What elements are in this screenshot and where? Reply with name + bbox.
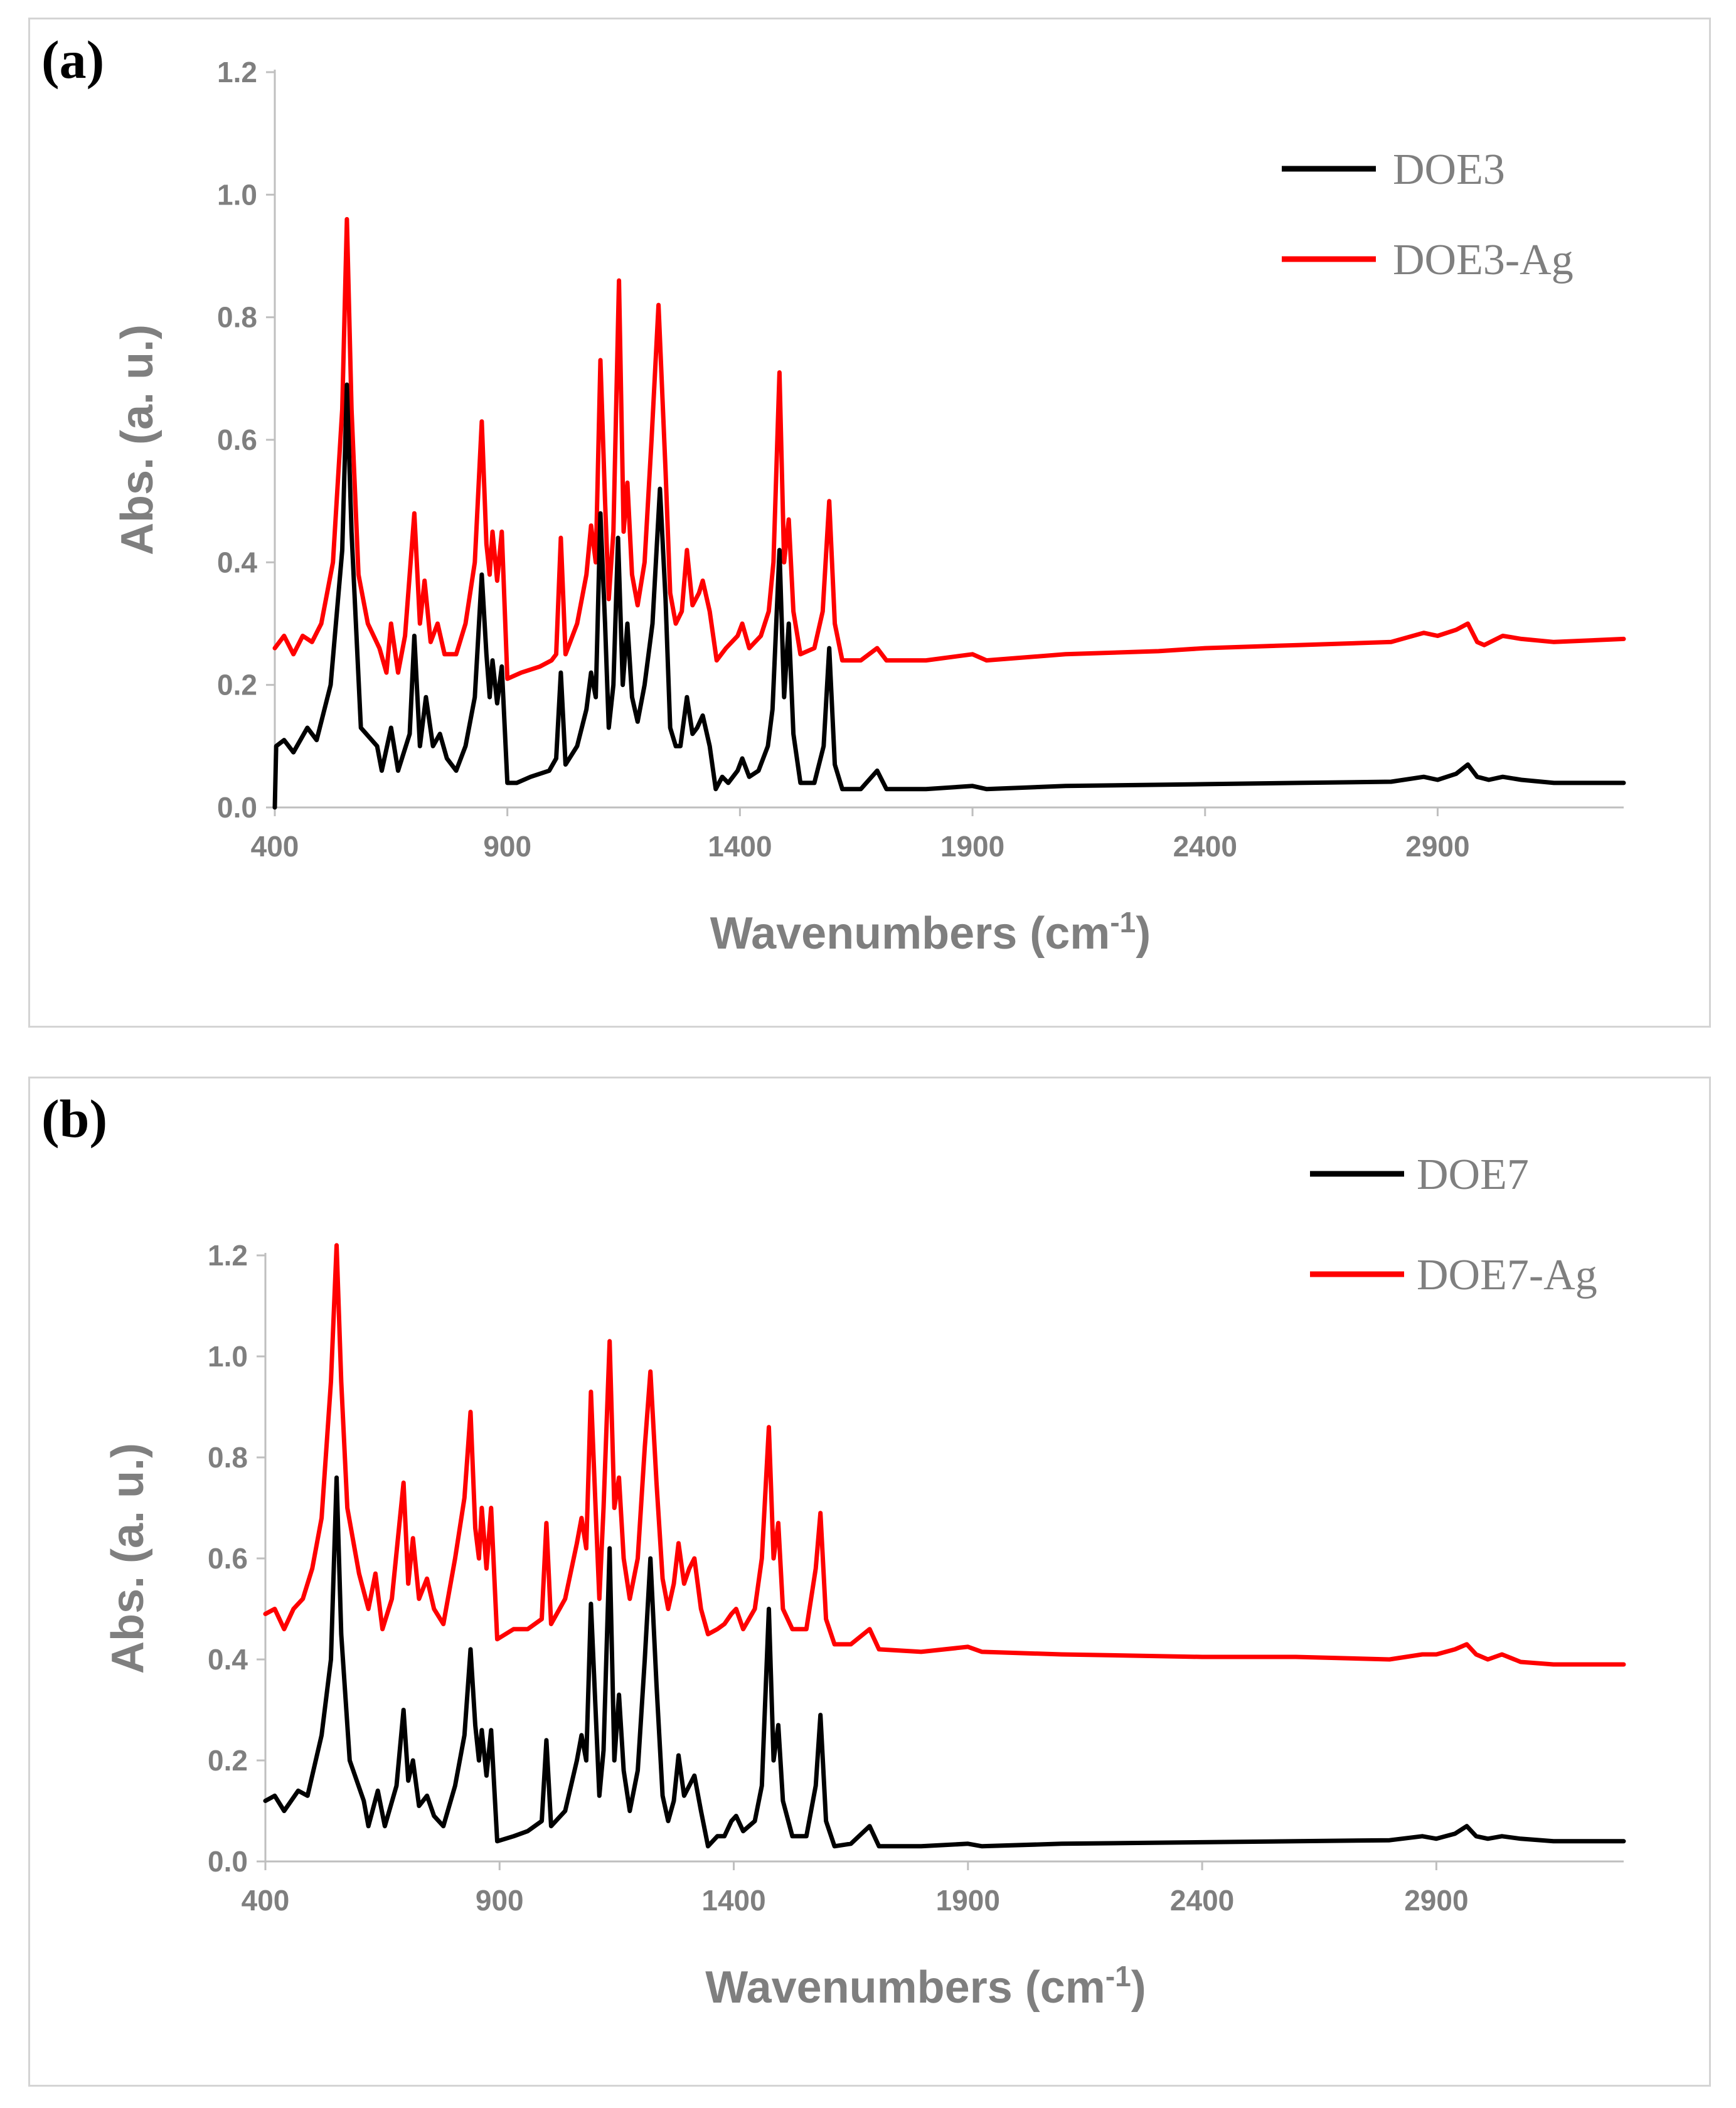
y-tick-label: 0.0 [208, 1845, 248, 1878]
panel-b: (b) 0.0 0.2 0.4 0.6 0.8 1.0 1.2 400 900 1400 1900 2… [28, 1077, 1711, 2087]
y-tick-label: 0.4 [217, 546, 257, 578]
y-tick-label: 1.0 [217, 178, 257, 211]
series-line-doe3 [272, 382, 1626, 810]
x-tick-label: 1900 [940, 830, 1004, 863]
y-tick-label: 0.2 [208, 1744, 248, 1777]
series-line-doe3-ag [272, 216, 1626, 681]
x-axis-title: Wavenumbers (cm-1) [705, 1960, 1146, 2013]
y-tick-label: 0.8 [208, 1441, 248, 1474]
y-tick-label: 1.2 [208, 1239, 248, 1272]
x-tick-label: 1400 [701, 1884, 765, 1917]
x-tick-label: 400 [242, 1884, 290, 1917]
y-tick-label: 1.0 [208, 1340, 248, 1373]
x-tick-label: 1900 [936, 1884, 1000, 1917]
legend-label: DOE3 [1393, 146, 1505, 194]
x-tick-label: 400 [251, 830, 299, 863]
y-axis-title: Abs. (a. u.) [103, 1443, 153, 1674]
legend-label: DOE7 [1417, 1151, 1529, 1199]
x-tick-label: 2400 [1170, 1884, 1234, 1917]
y-tick-label: 0.4 [208, 1643, 248, 1676]
legend-label: DOE3-Ag [1393, 236, 1574, 284]
chart-b: 0.0 0.2 0.4 0.6 0.8 1.0 1.2 400 900 1400 1900 2400 2… [103, 1151, 1626, 2013]
series-line-doe7-ag [263, 1243, 1626, 1667]
panel-a: (a) 0.0 0.2 0.4 0.6 0.8 1.0 1.2 400 900 1400 1900 2… [28, 18, 1711, 1028]
x-axis-title: Wavenumbers (cm-1) [710, 906, 1151, 959]
x-tick-label: 2900 [1404, 1884, 1468, 1917]
y-tick-label: 0.6 [208, 1542, 248, 1575]
y-tick-label: 0.0 [217, 791, 257, 824]
x-tick-label: 2900 [1405, 830, 1469, 863]
panel-label: (b) [41, 1089, 108, 1149]
panel-label: (a) [41, 29, 105, 90]
x-tick-label: 900 [476, 1884, 524, 1917]
legend-label: DOE7-Ag [1417, 1251, 1597, 1299]
x-tick-label: 2400 [1173, 830, 1237, 863]
x-tick-label: 900 [483, 830, 531, 863]
y-tick-label: 0.2 [217, 669, 257, 701]
chart-a: 0.0 0.2 0.4 0.6 0.8 1.0 1.2 400 900 1400 1900 2400 2… [112, 56, 1626, 959]
y-axis-title: Abs. (a. u.) [112, 324, 162, 555]
y-tick-label: 1.2 [217, 56, 257, 88]
y-tick-label: 0.8 [217, 301, 257, 334]
x-tick-label: 1400 [708, 830, 772, 863]
series-line-doe7 [263, 1475, 1626, 1849]
y-tick-label: 0.6 [217, 423, 257, 456]
